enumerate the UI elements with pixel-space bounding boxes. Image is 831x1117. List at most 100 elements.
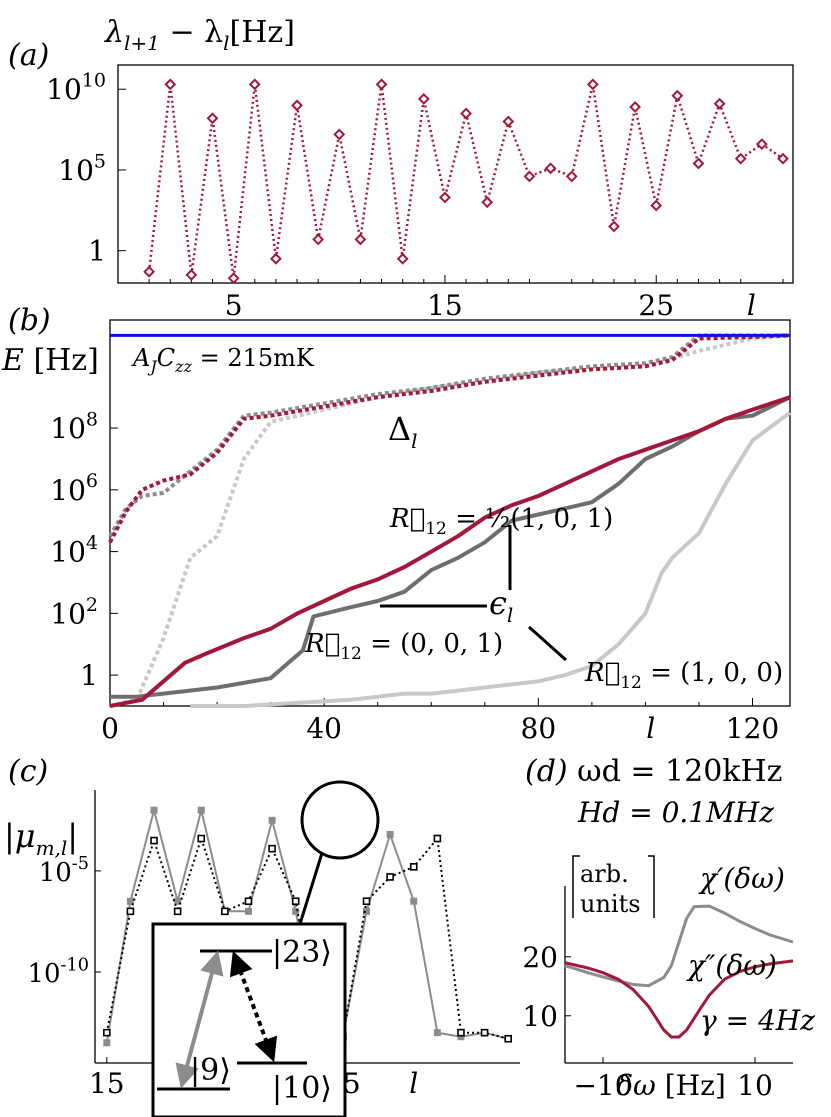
data-point-a bbox=[671, 89, 684, 102]
level-23-label: |23⟩ bbox=[272, 935, 332, 970]
param-gamma: γ = 4Hz bbox=[700, 1004, 815, 1037]
panel-label-b: (b) bbox=[8, 303, 51, 338]
data-point-a bbox=[439, 191, 451, 204]
data-point-a bbox=[565, 170, 578, 183]
data-point-a bbox=[164, 78, 177, 91]
annotation-epsilon: ϵl bbox=[489, 584, 513, 627]
panel-label-d: (d) ωd = 120kHz bbox=[525, 754, 782, 789]
x-axis-label-b: l bbox=[646, 712, 655, 745]
data-point-c-m10 bbox=[386, 873, 394, 881]
highlight-pointer bbox=[298, 852, 324, 925]
data-point-a bbox=[755, 138, 768, 151]
data-point-c-m10 bbox=[504, 1034, 512, 1043]
series-line-b bbox=[108, 333, 791, 544]
x-tick-label-d: 10 bbox=[737, 1069, 773, 1102]
series-line-b bbox=[190, 410, 792, 708]
pointer-line bbox=[528, 625, 567, 662]
data-point-a bbox=[713, 97, 726, 110]
highlight-circle bbox=[300, 780, 380, 860]
data-point-a bbox=[460, 107, 472, 120]
data-point-a bbox=[269, 252, 282, 265]
y-axis-label-c: |μm,l| bbox=[4, 817, 78, 860]
data-point-a bbox=[481, 196, 494, 209]
data-point-c-m10 bbox=[433, 834, 442, 843]
data-point-a bbox=[544, 162, 557, 175]
label-chi-prime: χ′(δω) bbox=[698, 862, 785, 895]
data-point-c-m9 bbox=[197, 806, 205, 814]
data-point-a bbox=[354, 233, 367, 246]
annotation-coupling: AJCzz = 215mK bbox=[131, 344, 315, 376]
data-point-a bbox=[523, 170, 536, 183]
y-tick-label-b: 106 bbox=[50, 470, 98, 507]
level-10-label: |10⟩ bbox=[272, 1071, 332, 1106]
data-point-c-m10 bbox=[173, 907, 182, 916]
x-axis-label-a: l bbox=[747, 289, 756, 322]
data-point-c-m10 bbox=[126, 907, 135, 916]
data-point-a bbox=[692, 157, 705, 170]
x-tick-label-a: 5 bbox=[225, 289, 243, 322]
panel-b: (b) E [Hz] 0 40 80 120 l 1 102 104 106 108 AJCzz = 2… bbox=[1, 303, 792, 745]
y-tick-label-a: 105 bbox=[58, 150, 106, 187]
level-9-label: |9⟩ bbox=[190, 1053, 231, 1088]
data-point-a bbox=[206, 112, 219, 125]
panel-a: (a) λl+1 − λl[Hz] 5 15 25 l 1 105 1010 bbox=[8, 15, 794, 322]
data-point-a bbox=[333, 128, 346, 141]
data-point-c-m9 bbox=[292, 907, 300, 915]
data-point-c-m9 bbox=[126, 897, 134, 905]
panel-c: (c)|μm,l|1525l10-1010-5|23⟩|9⟩|10⟩ bbox=[4, 754, 520, 1117]
transition-arrow-9 bbox=[175, 950, 224, 1089]
plot-frame-b bbox=[109, 319, 791, 707]
x-axis-label-c: l bbox=[409, 1067, 418, 1100]
data-point-c-m10 bbox=[409, 863, 418, 871]
data-point-a bbox=[608, 220, 620, 233]
data-point-a bbox=[375, 78, 388, 91]
annotation-delta: Δl bbox=[388, 410, 418, 453]
transition-arrow-10 bbox=[229, 950, 278, 1063]
y-unit-label-line2: units bbox=[580, 890, 641, 918]
data-point-c-m10 bbox=[480, 1028, 489, 1037]
data-point-a bbox=[586, 78, 599, 91]
series-line-b bbox=[109, 395, 791, 708]
data-point-c-m9 bbox=[150, 806, 158, 814]
data-point-c-m9 bbox=[433, 1029, 441, 1037]
series-line-c-m10 bbox=[105, 835, 509, 1040]
series-line-b bbox=[110, 395, 791, 699]
x-tick-label-b: 40 bbox=[306, 712, 342, 745]
y-tick-label-b: 1 bbox=[80, 659, 98, 692]
data-point-a bbox=[650, 199, 663, 212]
data-point-a bbox=[185, 269, 198, 281]
x-axis-label-d: δω [Hz] bbox=[616, 1069, 726, 1102]
y-tick-label-a: 1 bbox=[88, 235, 106, 268]
data-point-c-m9 bbox=[363, 907, 371, 915]
series-line-d-chi-double-prime bbox=[564, 959, 794, 1039]
data-point-a bbox=[734, 152, 747, 165]
data-point-c-m9 bbox=[174, 897, 182, 905]
data-point-c-m10 bbox=[244, 897, 253, 906]
label-chi-double-prime: χ″(δω) bbox=[686, 949, 777, 982]
data-point-a bbox=[417, 92, 430, 105]
x-tick-label-c: 15 bbox=[89, 1067, 125, 1100]
annotation-r-half: R⃗12 = ½(1, 0, 1) bbox=[389, 504, 613, 539]
data-point-c-m10 bbox=[103, 1028, 111, 1037]
data-point-c-m10 bbox=[197, 834, 206, 843]
x-tick-label-d: −10 bbox=[573, 1069, 632, 1102]
data-point-a bbox=[502, 115, 515, 128]
y-tick-label-c: 10-5 bbox=[39, 854, 89, 888]
series-line-b bbox=[108, 333, 790, 538]
x-tick-label-b: 120 bbox=[726, 712, 779, 745]
y-tick-label-b: 104 bbox=[50, 532, 98, 569]
data-point-c-m9 bbox=[268, 816, 276, 824]
data-point-a bbox=[248, 78, 261, 91]
data-point-c-m10 bbox=[268, 844, 276, 853]
y-tick-label-d: 20 bbox=[522, 941, 558, 974]
y-tick-label-b: 108 bbox=[50, 408, 98, 445]
data-point-c-m10 bbox=[457, 1028, 465, 1037]
data-point-c-m9 bbox=[103, 1039, 111, 1047]
param-hd: Hd = 0.1MHz bbox=[577, 796, 774, 829]
x-tick-label-b: 0 bbox=[101, 712, 119, 745]
series-line-d-chi-prime bbox=[564, 904, 794, 988]
data-point-a bbox=[227, 272, 240, 285]
data-point-c-m9 bbox=[410, 897, 418, 905]
x-tick-label-a: 25 bbox=[638, 289, 674, 322]
